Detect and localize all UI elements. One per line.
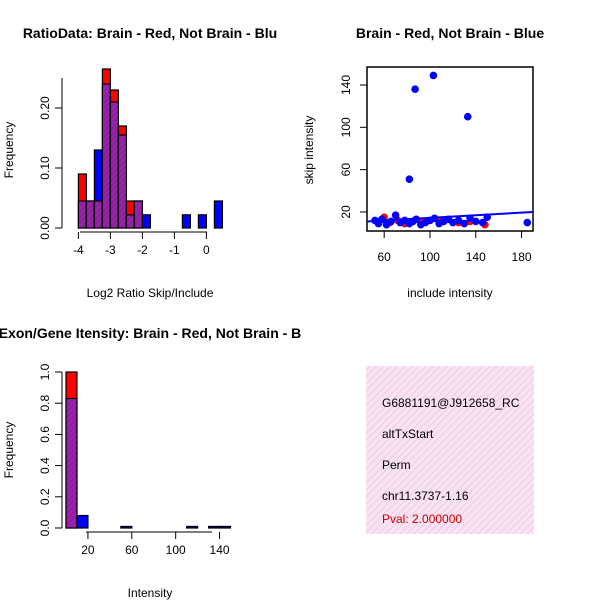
scatter-point-notbrain xyxy=(449,218,457,227)
ratio-bar-notbrain xyxy=(181,214,191,229)
intensity-histogram-bars xyxy=(65,371,232,529)
scatter-point-notbrain xyxy=(478,218,487,227)
scatter-point-notbrain xyxy=(391,211,400,219)
scatter-points xyxy=(371,71,532,229)
ratio-x-tick-label: -2 xyxy=(137,243,148,257)
scatter-y-tick-label: 100 xyxy=(339,117,353,137)
intensity-x-tick-label: 60 xyxy=(125,543,139,557)
ratio-y-tick-label: 0.20 xyxy=(38,96,52,120)
intensity-bar-notbrain xyxy=(218,525,232,529)
intensity-histogram-y-label: Frequency xyxy=(2,422,16,479)
ratio-histogram-x-label: Log2 Ratio Skip/Include xyxy=(87,286,214,300)
intensity-x-tick-label: 100 xyxy=(166,543,186,557)
intensity-histogram-panel: Exon/Gene Itensity: Brain - Red, Not Bra… xyxy=(0,325,301,600)
ratio-x-tick-label: -1 xyxy=(169,243,180,257)
info-pval: Pval: 2.000000 xyxy=(382,512,462,526)
intensity-bar-overlap xyxy=(65,397,78,529)
scatter-x-label: include intensity xyxy=(407,286,492,300)
ratio-histogram-x-ticks: -4 -3 -2 -1 0 xyxy=(73,232,210,257)
ratio-histogram-panel: RatioData: Brain - Red, Not Brain - Blu … xyxy=(2,25,277,300)
scatter-point-notbrain xyxy=(523,218,532,227)
ratio-bar-overlap xyxy=(125,214,136,229)
info-location: chr11.3737-1.16 xyxy=(382,489,469,503)
scatter-point-notbrain xyxy=(463,112,472,121)
scatter-x-ticks: 60 100 140 180 xyxy=(377,231,532,264)
scatter-x-tick-label: 140 xyxy=(466,250,486,264)
intensity-histogram-y-ticks: 0.0 0.2 0.4 0.6 0.8 1.0 xyxy=(38,363,62,536)
ratio-y-tick-label: 0.00 xyxy=(38,216,52,240)
intensity-x-tick-label: 20 xyxy=(81,543,95,557)
ratio-bar-overlap xyxy=(117,134,128,229)
scatter-x-tick-label: 180 xyxy=(512,250,532,264)
intensity-bar-notbrain xyxy=(186,525,199,529)
scatter-y-tick-label: 20 xyxy=(339,205,353,219)
ratio-y-tick-label: 0.10 xyxy=(38,156,52,180)
intensity-y-tick-label: 0.0 xyxy=(38,519,52,536)
info-panel: G6881191@J912658_RC altTxStart Perm chr1… xyxy=(366,366,534,534)
scatter-point-notbrain xyxy=(471,217,480,226)
scatter-point-notbrain xyxy=(411,85,419,94)
scatter-y-tick-label: 60 xyxy=(339,163,353,177)
scatter-point-notbrain xyxy=(387,217,395,226)
ratio-bar-notbrain xyxy=(213,200,223,229)
intensity-histogram-x-label: Intensity xyxy=(128,586,173,600)
intensity-y-tick-label: 0.8 xyxy=(38,395,52,412)
scatter-title: Brain - Red, Not Brain - Blue xyxy=(356,25,544,41)
intensity-y-tick-label: 1.0 xyxy=(38,363,52,380)
ratio-bar-overlap xyxy=(77,200,88,229)
intensity-bar-notbrain xyxy=(207,525,221,529)
scatter-point-notbrain xyxy=(405,175,414,183)
intensity-x-tick-label: 140 xyxy=(210,543,230,557)
info-box xyxy=(366,366,534,534)
ratio-histogram-bars xyxy=(77,68,223,229)
scatter-x-tick-label: 100 xyxy=(420,250,440,264)
scatter-y-label: skip intensity xyxy=(302,116,316,185)
ratio-x-tick-label: 0 xyxy=(203,243,210,257)
intensity-y-tick-label: 0.2 xyxy=(38,488,52,505)
ratio-x-tick-label: -4 xyxy=(73,243,84,257)
scatter-x-tick-label: 60 xyxy=(377,250,391,264)
ratio-histogram-y-label: Frequency xyxy=(2,122,16,179)
ratio-bar-notbrain xyxy=(141,214,151,229)
intensity-histogram-title: Exon/Gene Itensity: Brain - Red, Not Bra… xyxy=(0,325,301,341)
intensity-y-tick-label: 0.6 xyxy=(38,426,52,443)
scatter-y-ticks: 20 60 100 140 xyxy=(339,75,367,219)
intensity-y-tick-label: 0.4 xyxy=(38,457,52,474)
scatter-plot-box xyxy=(366,66,534,232)
scatter-y-tick-label: 140 xyxy=(339,75,353,95)
ratio-bar-overlap xyxy=(109,101,120,229)
scatter-point-notbrain xyxy=(460,219,469,228)
ratio-bar-notbrain xyxy=(197,214,207,229)
intensity-bar-notbrain xyxy=(76,514,89,529)
ratio-histogram-y-ticks: 0.00 0.10 0.20 xyxy=(38,96,62,240)
scatter-fit-line xyxy=(366,210,534,223)
info-event-type: altTxStart xyxy=(382,427,434,441)
ratio-x-tick-label: -3 xyxy=(105,243,116,257)
info-gene-id: G6881191@J912658_RC xyxy=(382,396,520,410)
scatter-panel: Brain - Red, Not Brain - Blue 60 100 140 18… xyxy=(302,25,544,300)
ratio-bar-overlap xyxy=(85,200,96,229)
ratio-bar-overlap xyxy=(93,200,104,229)
scatter-point-notbrain xyxy=(429,71,438,80)
intensity-histogram-x-ticks: 20 60 100 140 xyxy=(81,532,230,557)
ratio-bar-overlap xyxy=(101,83,112,229)
ratio-histogram-title: RatioData: Brain - Red, Not Brain - Blu xyxy=(23,25,277,41)
info-method: Perm xyxy=(382,458,411,472)
scatter-point-notbrain xyxy=(454,216,463,225)
intensity-bar-notbrain xyxy=(120,525,133,529)
ratio-bar-overlap xyxy=(133,200,143,229)
